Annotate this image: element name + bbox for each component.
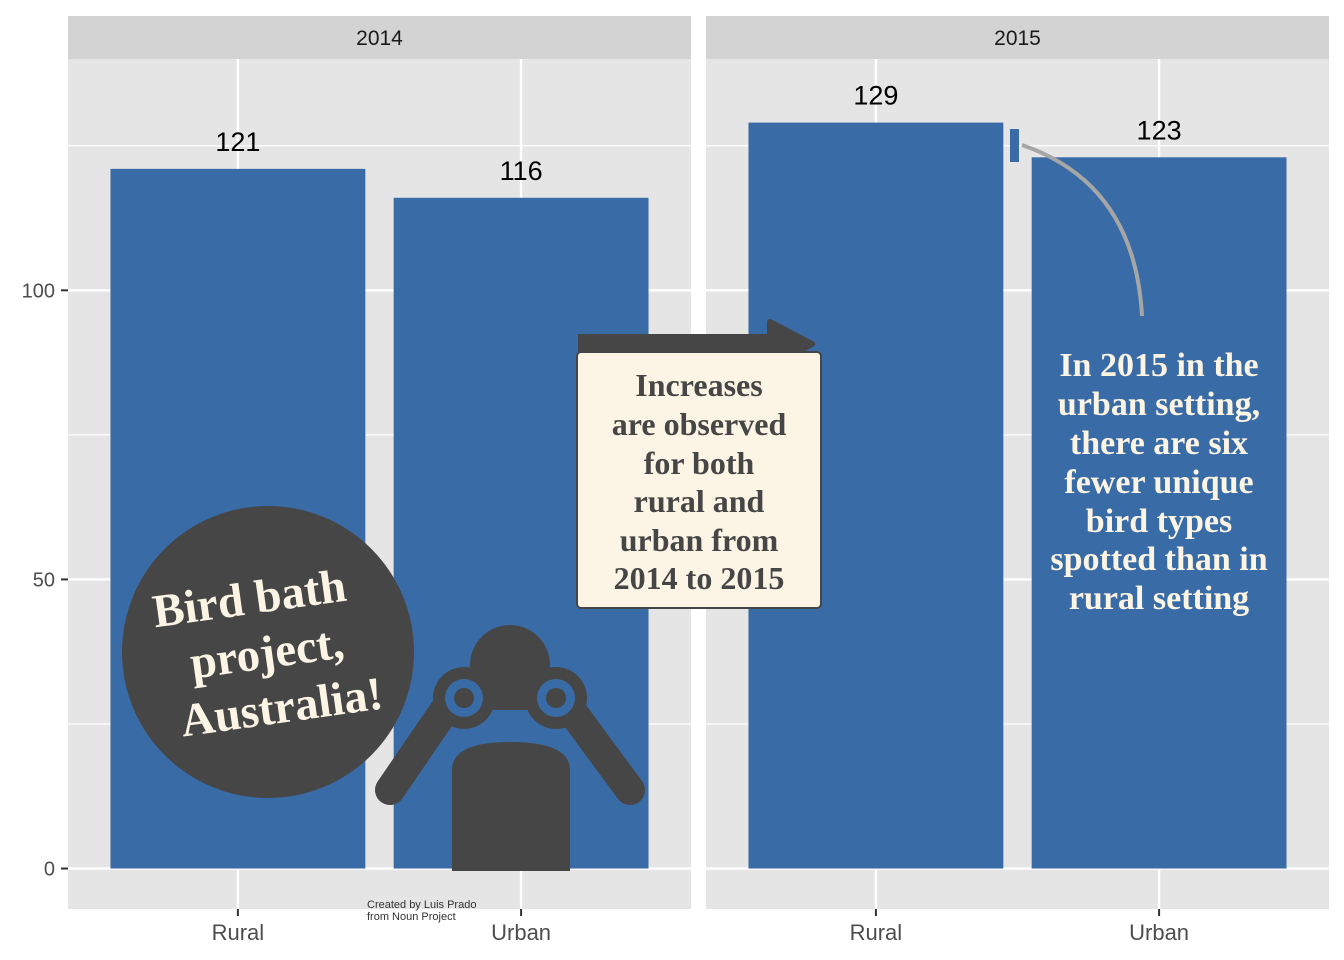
panel-2014-value-label-urban: 116: [500, 156, 543, 186]
panel-2014-value-label-rural: 121: [215, 127, 260, 157]
callout-line-1: Increases: [635, 367, 762, 403]
callout-line-2: are observed: [612, 406, 787, 442]
note-line-4: fewer unique: [1064, 464, 1253, 501]
panel-2015-strip: [706, 16, 1329, 59]
note-line-7: rural setting: [1069, 580, 1249, 617]
note-connector: [1010, 129, 1144, 317]
panel-2014-strip: [68, 16, 691, 59]
panel-2015-x-tick-label: Rural: [850, 920, 903, 945]
panel-2015-value-label-urban: 123: [1137, 115, 1182, 145]
panel-2015-bar-urban: [1031, 157, 1287, 869]
badge-circle: [122, 506, 414, 798]
y-tick-label: 0: [44, 859, 55, 881]
note-line-3: there are six: [1070, 425, 1248, 462]
icon-credit-line-1: Created by Luis Prado: [367, 899, 476, 911]
panel-2014-strip-label: 2014: [356, 27, 403, 50]
y-tick-label: 50: [33, 569, 55, 591]
icon-credit-line-2: from Noun Project: [367, 911, 456, 923]
panel-2015-x-tick-label: Urban: [1129, 920, 1189, 945]
connector-end-mark: [1010, 129, 1019, 162]
urban-2015-note: In 2015 in the urban setting, there are …: [1050, 347, 1267, 617]
callout-line-6: 2014 to 2015: [614, 560, 785, 596]
panel-2015-value-label-rural: 129: [853, 81, 898, 111]
callout-line-3: for both: [644, 445, 755, 481]
callout-line-4: rural and: [634, 483, 765, 519]
panel-2015-strip-label: 2015: [994, 27, 1041, 50]
note-line-2: urban setting,: [1058, 386, 1260, 423]
increase-callout: Increases are observed for both rural an…: [576, 351, 822, 609]
y-tick-label: 100: [22, 280, 55, 302]
note-line-1: In 2015 in the: [1059, 347, 1258, 384]
note-line-6: spotted than in: [1050, 541, 1267, 578]
project-badge: Bird bath project, Australia!: [122, 506, 414, 798]
callout-box: [576, 351, 822, 609]
callout-line-5: urban from: [620, 522, 779, 558]
note-line-5: bird types: [1086, 503, 1232, 540]
panel-2014-x-tick-label: Urban: [491, 920, 551, 945]
binoculars-person-icon: [375, 625, 645, 871]
panel-2014-x-tick-label: Rural: [212, 920, 265, 945]
